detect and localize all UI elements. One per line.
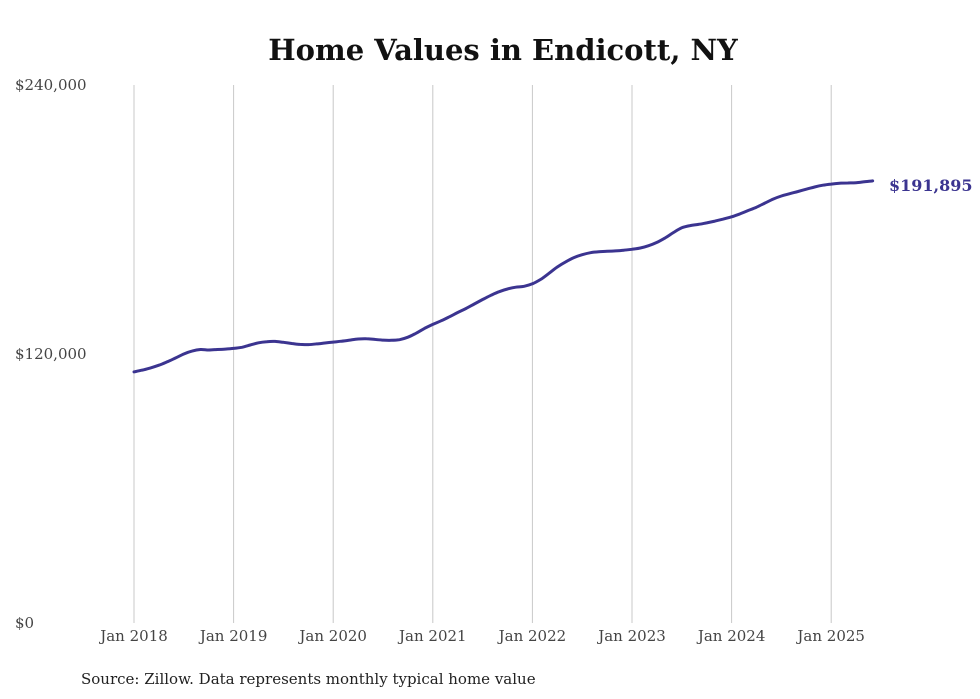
x-tick-label: Jan 2018 xyxy=(98,627,168,645)
x-tick-label: Jan 2022 xyxy=(497,627,567,645)
y-tick-label: $0 xyxy=(15,614,34,632)
x-tick-label: Jan 2021 xyxy=(397,627,467,645)
x-tick-label: Jan 2024 xyxy=(696,627,766,645)
x-tick-label: Jan 2019 xyxy=(198,627,268,645)
chart-title: Home Values in Endicott, NY xyxy=(268,33,738,67)
x-tick-label: Jan 2025 xyxy=(795,627,865,645)
source-note: Source: Zillow. Data represents monthly … xyxy=(81,670,536,688)
series-layer xyxy=(132,179,875,374)
x-tick-label: Jan 2020 xyxy=(297,627,367,645)
home-value-series-line xyxy=(132,179,875,374)
y-tick-label: $120,000 xyxy=(15,345,87,363)
vertical-gridlines xyxy=(133,85,832,623)
x-tick-label: Jan 2023 xyxy=(596,627,666,645)
end-value-label: $191,895 xyxy=(889,176,973,195)
y-axis-ticks: $0 $120,000 $240,000 xyxy=(15,76,87,632)
y-tick-label: $240,000 xyxy=(15,76,87,94)
x-axis-ticks: Jan 2018 Jan 2019 Jan 2020 Jan 2021 Jan 2022… xyxy=(98,627,865,645)
